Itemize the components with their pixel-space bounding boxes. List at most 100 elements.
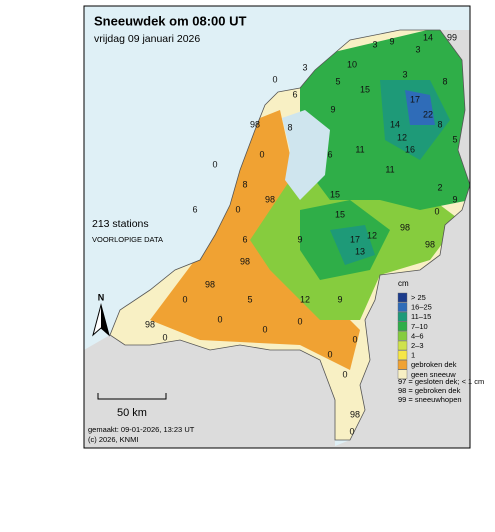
legend-swatch <box>397 302 408 312</box>
station-value: 0 <box>162 332 167 342</box>
legend-swatch <box>397 340 408 351</box>
station-value: 98 <box>145 319 155 329</box>
legend-note: 97 = gesloten dek; < 1 cm <box>398 377 484 386</box>
legend-unit: cm <box>398 279 409 288</box>
station-value: 99 <box>447 32 457 42</box>
legend-note: 99 = sneeuwhopen <box>398 395 462 404</box>
station-value: 8 <box>437 119 442 129</box>
station-value: 22 <box>423 109 433 119</box>
station-value: 0 <box>235 204 240 214</box>
station-value: 0 <box>272 74 277 84</box>
station-value: 3 <box>302 62 307 72</box>
station-value: 0 <box>434 206 439 216</box>
station-value: 0 <box>217 314 222 324</box>
footer-copyright: (c) 2026, KNMI <box>88 435 138 444</box>
legend-swatch <box>397 292 408 303</box>
station-value: 8 <box>242 179 247 189</box>
legend-note: 98 = gebroken dek <box>398 386 461 395</box>
legend-label: geen sneeuw <box>411 370 456 379</box>
legend-swatch <box>397 350 408 360</box>
station-value: 0 <box>342 369 347 379</box>
station-value: 0 <box>182 294 187 304</box>
station-value: 2 <box>437 182 442 192</box>
legend-label: 2–3 <box>411 341 424 350</box>
station-value: 8 <box>442 76 447 86</box>
legend-swatch <box>397 312 408 322</box>
station-value: 98 <box>400 222 410 232</box>
legend-swatch <box>397 331 408 341</box>
station-value: 98 <box>265 194 275 204</box>
station-value: 98 <box>250 119 260 129</box>
north-label: N <box>98 292 105 302</box>
station-value: 12 <box>367 230 377 240</box>
subtitle: vrijdag 09 januari 2026 <box>94 33 200 45</box>
footer-made: gemaakt: 09-01-2026, 13:23 UT <box>88 425 195 434</box>
legend-label: 11–15 <box>411 312 431 321</box>
station-value: 98 <box>350 409 360 419</box>
legend-swatch <box>397 321 408 331</box>
legend-label: 16–25 <box>411 303 432 312</box>
station-value: 14 <box>423 32 433 42</box>
station-value: 98 <box>425 239 435 249</box>
station-value: 0 <box>352 334 357 344</box>
legend-swatch <box>397 369 408 379</box>
station-value: 0 <box>262 324 267 334</box>
station-value: 17 <box>410 94 420 104</box>
station-value: 6 <box>192 204 197 214</box>
title: Sneeuwdek om 08:00 UT <box>94 13 246 28</box>
station-value: 0 <box>297 316 302 326</box>
station-count: 213 stations <box>92 218 149 230</box>
station-value: 11 <box>355 144 364 154</box>
ijsselmeer <box>282 110 330 200</box>
station-value: 12 <box>397 132 407 142</box>
station-value: 5 <box>452 134 457 144</box>
station-value: 5 <box>247 294 252 304</box>
station-value: 17 <box>350 234 360 244</box>
germany <box>330 30 470 448</box>
scale-label: 50 km <box>117 407 147 419</box>
frame <box>83 5 471 449</box>
north-arrow-half <box>101 305 109 335</box>
station-value: 9 <box>389 36 394 46</box>
station-value: 0 <box>349 426 354 436</box>
legend-label: 4–6 <box>411 331 424 340</box>
area-11-15b <box>330 225 375 265</box>
area-16-25 <box>405 90 435 125</box>
station-value: 15 <box>360 84 370 94</box>
station-value: 98 <box>205 279 215 289</box>
station-value: 3 <box>372 39 377 49</box>
station-value: 8 <box>287 122 292 132</box>
station-value: 3 <box>415 44 420 54</box>
station-value: 9 <box>337 294 342 304</box>
station-value: 15 <box>330 189 340 199</box>
legend-swatch <box>397 360 408 370</box>
station-value: 0 <box>327 349 332 359</box>
station-value: 3 <box>402 69 407 79</box>
station-value: 98 <box>240 256 250 266</box>
station-value: 5 <box>335 76 340 86</box>
station-value: 15 <box>335 209 345 219</box>
legend-label: > 25 <box>411 293 426 302</box>
legend-label: 7–10 <box>411 322 428 331</box>
station-value: 14 <box>390 119 400 129</box>
station-value: 6 <box>292 89 297 99</box>
station-value: 9 <box>297 234 302 244</box>
station-value: 16 <box>405 144 415 154</box>
legend-label: 1 <box>411 351 415 360</box>
station-value: 12 <box>300 294 310 304</box>
scale-bar <box>97 393 167 400</box>
station-value: 6 <box>242 234 247 244</box>
station-value: 0 <box>212 159 217 169</box>
legend-label: gebroken dek <box>411 360 457 369</box>
station-value: 6 <box>327 149 332 159</box>
belgium <box>84 335 335 448</box>
station-value: 9 <box>452 194 457 204</box>
station-value: 11 <box>385 164 394 174</box>
station-value: 13 <box>355 246 365 256</box>
station-value: 10 <box>347 59 357 69</box>
station-value: 0 <box>259 149 264 159</box>
station-value: 9 <box>330 104 335 114</box>
status: VOORLOPIGE DATA <box>92 235 163 244</box>
